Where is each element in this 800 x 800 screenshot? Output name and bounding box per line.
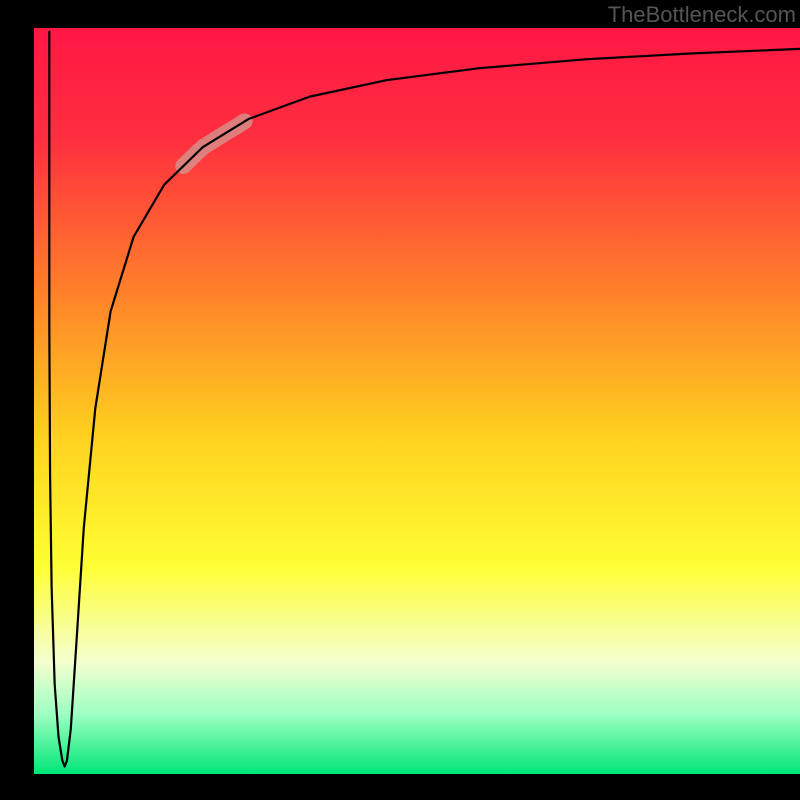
curve-layer	[34, 28, 800, 774]
chart-container: TheBottleneck.com	[0, 0, 800, 800]
watermark-text: TheBottleneck.com	[608, 2, 796, 28]
bottleneck-curve	[49, 32, 800, 767]
plot-area	[34, 28, 800, 774]
